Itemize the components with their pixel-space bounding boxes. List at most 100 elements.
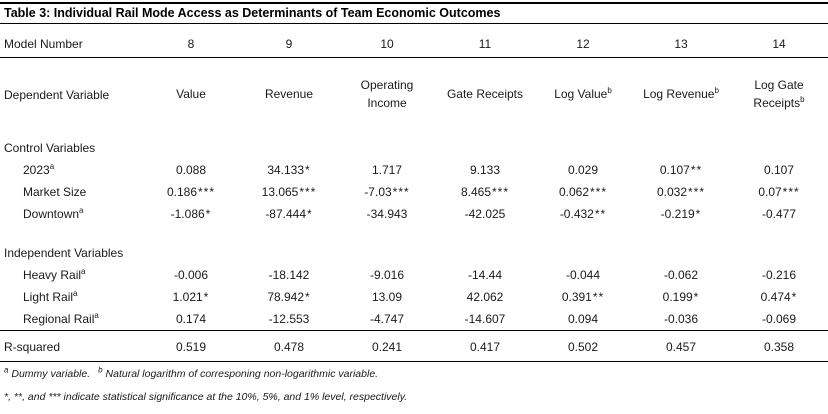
column-header-sup: b <box>607 86 612 96</box>
model-number-value: 9 <box>240 24 338 58</box>
column-header-text: Log Gate Receipts <box>753 78 804 110</box>
model-number-label: Model Number <box>0 24 142 58</box>
variable-label: 2023a <box>0 159 142 181</box>
model-number-row: Model Number 8 9 10 11 12 13 14 <box>0 24 828 58</box>
cell-value: 0.029 <box>567 162 599 177</box>
variable-label: Heavy Raila <box>0 264 142 286</box>
cell-value: -34.943 <box>366 206 408 221</box>
variable-label-text: Heavy Rail <box>23 267 82 282</box>
cell-value: -18.142 <box>268 267 310 282</box>
table-title: Table 3: Individual Rail Mode Access as … <box>0 2 828 24</box>
cell-value: 0.417 <box>436 329 534 362</box>
cell-value: 78.942* <box>267 289 311 304</box>
column-header: Revenue <box>240 58 338 132</box>
r-squared-row: R-squared 0.519 0.478 0.241 0.417 0.502 … <box>0 329 828 362</box>
cell-value: -9.016 <box>369 267 405 282</box>
column-header: Log Gate Receiptsb <box>730 58 828 132</box>
footnote-marker-a: a <box>4 365 9 374</box>
variable-label: Downtowna <box>0 203 142 225</box>
column-header-text: Log Value <box>554 87 608 102</box>
table-row: Heavy Raila -0.006 -18.142 -9.016 -14.44… <box>0 264 828 286</box>
model-number-value: 12 <box>534 24 632 58</box>
cell-value: 0.107** <box>659 162 703 177</box>
model-number-value: 10 <box>338 24 436 58</box>
paper-page: Table 3: Individual Rail Mode Access as … <box>0 2 828 404</box>
footnote-2: *, **, and *** indicate statistical sign… <box>4 390 408 403</box>
cell-value: -0.062 <box>663 267 699 282</box>
section-heading-independent-variables: Independent Variables <box>4 245 124 260</box>
cell-value: 0.391** <box>561 289 605 304</box>
column-header-sup: b <box>714 86 719 96</box>
variable-label-sup: a <box>81 266 86 276</box>
cell-value: -14.607 <box>464 311 506 326</box>
cell-value: -0.432** <box>559 206 607 221</box>
table-row: Light Raila 1.021* 78.942* 13.09 42.062 … <box>0 286 828 308</box>
cell-value: 9.133 <box>469 162 501 177</box>
footnote-marker-b: b <box>98 365 103 374</box>
cell-value: -4.747 <box>369 311 405 326</box>
table-row: Regional Raila 0.174 -12.553 -4.747 -14.… <box>0 308 828 331</box>
column-header-sup: b <box>800 94 805 104</box>
variable-label-text: 2023 <box>23 162 50 177</box>
column-header-text: Operating Income <box>360 78 414 110</box>
column-header-text: Value <box>176 87 206 102</box>
column-header: Log Valueb <box>534 58 632 132</box>
column-header-text: Revenue <box>264 87 314 102</box>
model-number-value: 8 <box>142 24 240 58</box>
variable-label: Light Raila <box>0 286 142 308</box>
column-header: Log Revenueb <box>632 58 730 132</box>
cell-value: -12.553 <box>268 311 310 326</box>
variable-label-sup: a <box>94 310 99 320</box>
variable-label-sup: a <box>49 161 55 171</box>
section-heading-row: Control Variables <box>0 132 828 159</box>
cell-value: 0.478 <box>240 329 338 362</box>
cell-value: 13.09 <box>371 289 403 304</box>
cell-value: 42.062 <box>466 289 504 304</box>
column-header: Gate Receipts <box>436 58 534 132</box>
cell-value: 13.065*** <box>261 184 317 199</box>
dependent-variable-label: Dependent Variable <box>4 87 110 102</box>
model-number-value: 13 <box>632 24 730 58</box>
table-row: Market Size 0.186*** 13.065*** -7.03*** … <box>0 181 828 203</box>
cell-value: 1.717 <box>371 162 403 177</box>
cell-value: 0.032*** <box>656 184 706 199</box>
footnote-1-part-b: b Natural logarithm of corresponing non-… <box>98 365 379 380</box>
cell-value: -87.444* <box>265 206 313 221</box>
cell-value: 0.107 <box>763 162 795 177</box>
cell-value: 0.199* <box>662 289 700 304</box>
cell-value: -0.216 <box>761 267 797 282</box>
footnote-1-text-b: Natural logarithm of corresponing non-lo… <box>105 367 379 380</box>
cell-value: 1.021* <box>172 289 210 304</box>
variable-label-sup: a <box>73 288 78 298</box>
cell-value: 0.358 <box>730 329 828 362</box>
cell-value: -0.006 <box>173 267 209 282</box>
cell-value: 0.088 <box>175 162 207 177</box>
cell-value: -0.036 <box>663 311 699 326</box>
cell-value: -14.44 <box>467 267 503 282</box>
cell-value: 34.133* <box>267 162 311 177</box>
cell-value: 0.186*** <box>166 184 216 199</box>
cell-value: 0.094 <box>567 311 599 326</box>
footnote-1-part-a: a Dummy variable. <box>4 365 90 380</box>
cell-value: 0.174 <box>175 311 207 326</box>
cell-value: 0.519 <box>142 329 240 362</box>
table-row: 2023a 0.088 34.133* 1.717 9.133 0.029 0.… <box>0 159 828 181</box>
cell-value: -7.03*** <box>364 184 410 199</box>
cell-value: -0.069 <box>761 311 797 326</box>
footnotes: a Dummy variable. b Natural logarithm of … <box>0 362 828 404</box>
dependent-variable-header-row: Dependent Variable Value Revenue Operati… <box>0 58 828 132</box>
section-heading-control-variables: Control Variables <box>4 140 96 155</box>
cell-value: -0.044 <box>565 267 601 282</box>
cell-value: -0.477 <box>761 206 797 221</box>
cell-value: 0.474* <box>760 289 798 304</box>
cell-value: 0.502 <box>534 329 632 362</box>
cell-value: -0.219* <box>660 206 702 221</box>
variable-label: Market Size <box>0 181 142 203</box>
cell-value: -1.086* <box>170 206 212 221</box>
model-number-value: 11 <box>436 24 534 58</box>
section-heading-row: Independent Variables <box>0 225 828 264</box>
column-header-text: Gate Receipts <box>446 87 524 102</box>
cell-value: -42.025 <box>464 206 506 221</box>
cell-value: 0.457 <box>632 329 730 362</box>
variable-label-text: Market Size <box>23 184 87 199</box>
